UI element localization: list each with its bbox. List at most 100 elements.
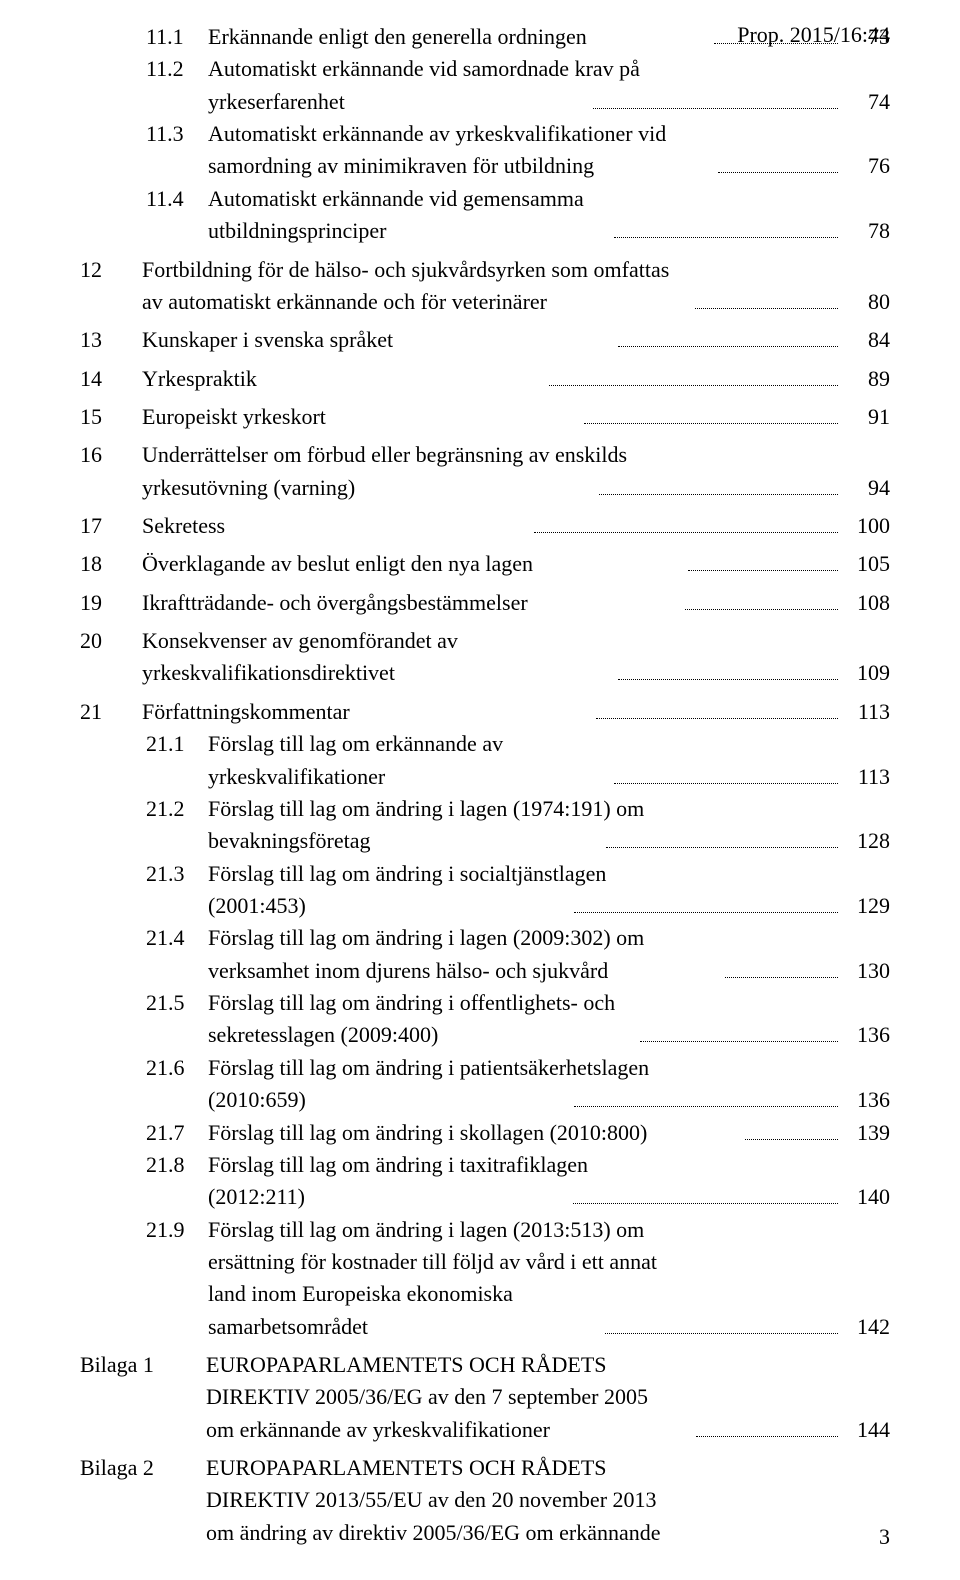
table-of-contents: 11.1 Erkännande enligt den generella ord… xyxy=(80,22,890,1548)
toc-entry-cont: yrkesutövning (varning) 94 xyxy=(80,473,890,503)
toc-entry-cont: yrkeskvalifikationer 113 xyxy=(80,762,890,792)
toc-entry: 21.1 Förslag till lag om erkännande av xyxy=(80,729,890,759)
toc-text: EUROPAPARLAMENTETS OCH RÅDETS xyxy=(190,1350,890,1380)
toc-text: utbildningsprinciper xyxy=(208,216,610,246)
leader-dots xyxy=(606,831,838,849)
toc-page: 105 xyxy=(842,549,890,579)
toc-text: Automatiskt erkännande vid gemensamma xyxy=(208,184,890,214)
leader-dots xyxy=(696,1419,838,1437)
page-container: Prop. 2015/16:44 11.1 Erkännande enligt … xyxy=(0,0,960,1580)
leader-dots xyxy=(593,91,838,109)
toc-text: Förslag till lag om ändring i patientsäk… xyxy=(208,1053,890,1083)
toc-page: 113 xyxy=(842,697,890,727)
toc-entry: 11.4 Automatiskt erkännande vid gemensam… xyxy=(80,184,890,214)
toc-entry: 20 Konsekvenser av genomförandet av xyxy=(80,626,890,656)
toc-entry-cont: om ändring av direktiv 2005/36/EG om erk… xyxy=(80,1518,890,1548)
toc-page: 100 xyxy=(842,511,890,541)
toc-appendix: Bilaga 1 EUROPAPARLAMENTETS OCH RÅDETS xyxy=(80,1350,890,1380)
toc-text: Författningskommentar xyxy=(142,697,592,727)
toc-text: ersättning för kostnader till följd av v… xyxy=(208,1247,890,1277)
toc-number: 11.1 xyxy=(142,22,208,52)
toc-page: 142 xyxy=(842,1312,890,1342)
toc-entry-cont: samarbetsområdet 142 xyxy=(80,1312,890,1342)
toc-entry: 21.8 Förslag till lag om ändring i taxit… xyxy=(80,1150,890,1180)
toc-number: 21.8 xyxy=(142,1150,208,1180)
toc-text: Förslag till lag om ändring i socialtjän… xyxy=(208,859,890,889)
toc-text: yrkeskvalifikationsdirektivet xyxy=(142,658,614,688)
toc-page: 144 xyxy=(842,1415,890,1445)
leader-dots xyxy=(573,1187,838,1205)
toc-text: yrkesutövning (varning) xyxy=(142,473,595,503)
toc-text: Förslag till lag om ändring i lagen (200… xyxy=(208,923,890,953)
toc-number: 21.6 xyxy=(142,1053,208,1083)
toc-text: Förslag till lag om ändring i lagen (201… xyxy=(208,1215,890,1245)
toc-number: 11.2 xyxy=(142,54,208,84)
leader-dots xyxy=(605,1316,838,1334)
toc-page: 140 xyxy=(842,1182,890,1212)
toc-page: 128 xyxy=(842,826,890,856)
toc-entry-cont: utbildningsprinciper 78 xyxy=(80,216,890,246)
toc-text: av automatiskt erkännande och för veteri… xyxy=(142,287,691,317)
toc-entry-cont: DIREKTIV 2013/55/EU av den 20 november 2… xyxy=(80,1485,890,1515)
toc-page: 84 xyxy=(842,325,890,355)
leader-dots xyxy=(685,592,838,610)
toc-entry-cont: om erkännande av yrkeskvalifikationer 14… xyxy=(80,1415,890,1445)
toc-text: DIREKTIV 2013/55/EU av den 20 november 2… xyxy=(190,1485,890,1515)
leader-dots xyxy=(725,960,838,978)
toc-page: 91 xyxy=(842,402,890,432)
page-number: 3 xyxy=(879,1524,890,1550)
toc-number: 13 xyxy=(80,325,142,355)
toc-text: om erkännande av yrkeskvalifikationer xyxy=(190,1415,692,1445)
toc-number: 21.2 xyxy=(142,794,208,824)
toc-number: 21.4 xyxy=(142,923,208,953)
toc-text: Yrkespraktik xyxy=(142,364,545,394)
toc-text: Automatiskt erkännande vid samordnade kr… xyxy=(208,54,890,84)
toc-text: (2001:453) xyxy=(208,891,570,921)
leader-dots xyxy=(549,368,838,386)
toc-number: 16 xyxy=(80,440,142,470)
toc-entry-cont: samordning av minimikraven för utbildnin… xyxy=(80,151,890,181)
toc-entry-cont: sekretesslagen (2009:400) 136 xyxy=(80,1020,890,1050)
toc-page: 113 xyxy=(842,762,890,792)
toc-entry-cont: (2010:659) 136 xyxy=(80,1085,890,1115)
toc-number: 14 xyxy=(80,364,142,394)
toc-entry-cont: av automatiskt erkännande och för veteri… xyxy=(80,287,890,317)
toc-entry-cont: bevakningsföretag 128 xyxy=(80,826,890,856)
leader-dots xyxy=(718,156,838,174)
toc-text: Automatiskt erkännande av yrkeskvalifika… xyxy=(208,119,890,149)
toc-number: 12 xyxy=(80,255,142,285)
toc-number: 11.4 xyxy=(142,184,208,214)
appendix-label: Bilaga 1 xyxy=(80,1350,190,1380)
toc-number: 21 xyxy=(80,697,142,727)
toc-text: samarbetsområdet xyxy=(208,1312,601,1342)
toc-text: Förslag till lag om ändring i taxitrafik… xyxy=(208,1150,890,1180)
toc-entry: 11.3 Automatiskt erkännande av yrkeskval… xyxy=(80,119,890,149)
toc-entry: 21 Författningskommentar 113 xyxy=(80,697,890,727)
leader-dots xyxy=(618,663,838,681)
toc-entry-cont: ersättning för kostnader till följd av v… xyxy=(80,1247,890,1277)
leader-dots xyxy=(574,895,838,913)
toc-entry-cont: (2012:211) 140 xyxy=(80,1182,890,1212)
toc-entry-cont: yrkeskvalifikationsdirektivet 109 xyxy=(80,658,890,688)
toc-entry: 14 Yrkespraktik 89 xyxy=(80,364,890,394)
toc-page: 108 xyxy=(842,588,890,618)
toc-entry-cont: land inom Europeiska ekonomiska xyxy=(80,1279,890,1309)
toc-entry: 12 Fortbildning för de hälso- och sjukvå… xyxy=(80,255,890,285)
toc-number: 21.9 xyxy=(142,1215,208,1245)
toc-text: yrkeserfarenhet xyxy=(208,87,589,117)
toc-entry: 21.7 Förslag till lag om ändring i skoll… xyxy=(80,1118,890,1148)
leader-dots xyxy=(534,516,838,534)
toc-entry: 15 Europeiskt yrkeskort 91 xyxy=(80,402,890,432)
leader-dots xyxy=(574,1090,838,1108)
toc-number: 18 xyxy=(80,549,142,579)
leader-dots xyxy=(584,406,838,424)
toc-text: verksamhet inom djurens hälso- och sjukv… xyxy=(208,956,721,986)
toc-page: 94 xyxy=(842,473,890,503)
toc-text: (2012:211) xyxy=(208,1182,569,1212)
toc-page: 136 xyxy=(842,1020,890,1050)
toc-entry-cont: (2001:453) 129 xyxy=(80,891,890,921)
toc-text: Erkännande enligt den generella ordninge… xyxy=(208,22,710,52)
toc-text: Ikraftträdande- och övergångsbestämmelse… xyxy=(142,588,681,618)
toc-text: bevakningsföretag xyxy=(208,826,602,856)
toc-number: 15 xyxy=(80,402,142,432)
